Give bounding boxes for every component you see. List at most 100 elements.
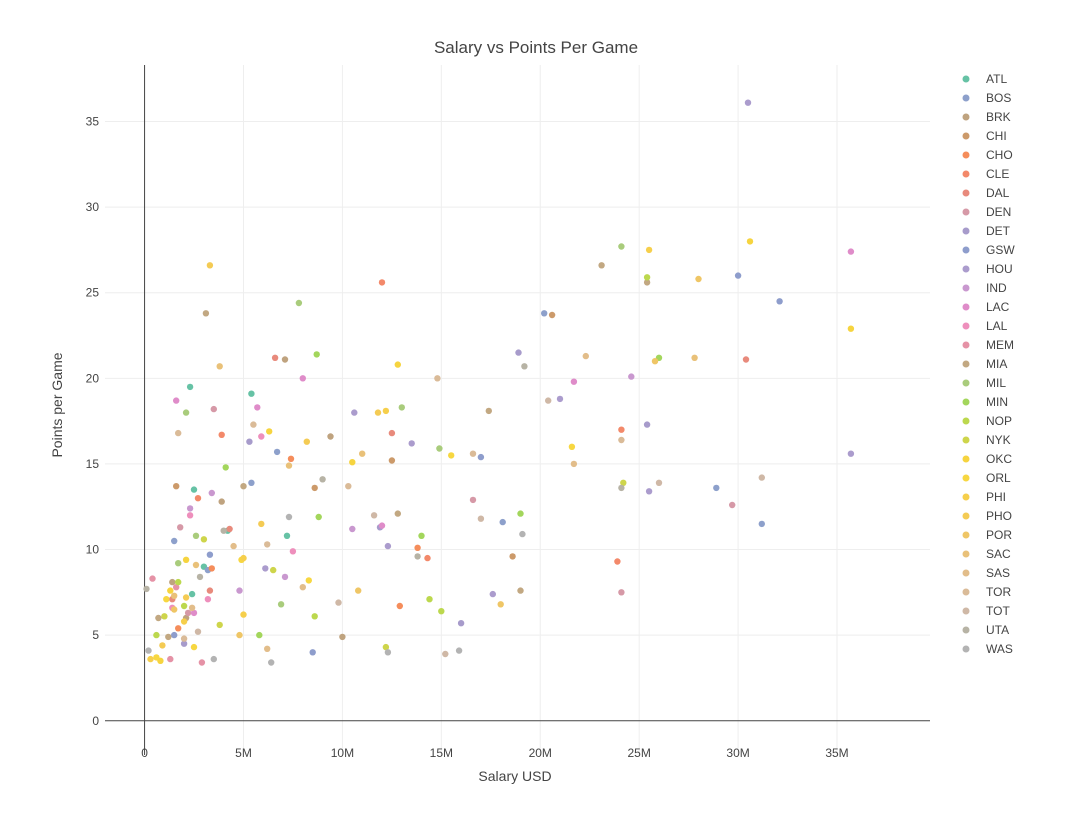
data-point [517,510,524,517]
legend-label: BRK [986,110,1011,124]
data-point [204,596,212,603]
data-point [220,527,227,534]
legend-item: DET [962,224,1011,238]
legend-item: BOS [962,91,1011,105]
legend-marker [962,132,970,140]
data-point [149,575,156,582]
series-sac [171,354,698,599]
data-point [618,436,625,444]
data-point [349,525,356,533]
data-point [303,438,310,445]
data-point [643,279,651,286]
data-point [190,486,198,493]
data-point [519,530,526,538]
legend-label: HOU [986,262,1013,276]
data-point [192,532,200,539]
data-point [165,633,172,641]
data-point [339,633,346,641]
data-point [521,363,528,370]
data-point [175,625,182,632]
data-point [548,311,556,319]
series-por [171,275,702,639]
data-point [171,537,178,545]
data-point [268,659,275,666]
data-point [359,450,366,457]
legend-marker [962,246,970,254]
data-point [394,510,401,517]
legend-marker [962,94,970,102]
data-point [485,407,492,415]
legend-label: PHI [986,490,1006,504]
data-point [742,356,750,363]
series-tor [175,375,625,642]
series-phi [147,246,653,663]
data-point [161,613,168,620]
data-point [345,483,352,490]
data-point [469,450,477,457]
x-axis-title: Salary USD [478,768,551,784]
series-ind [186,373,635,594]
data-point [645,488,653,495]
data-point [374,409,382,416]
data-point [173,483,180,490]
chart-title: Salary vs Points Per Game [434,38,638,57]
legend-label: BOS [986,91,1011,105]
data-point [455,647,463,654]
data-point [285,462,293,469]
data-point [847,248,855,255]
y-tick-label: 20 [86,371,100,385]
legend-item: LAC [962,300,1010,314]
data-point [159,642,166,649]
data-point [442,650,449,658]
data-point [398,404,405,411]
data-point [208,565,215,572]
data-point [210,405,217,413]
x-tick-label: 30M [726,746,749,760]
legend-item: UTA [962,623,1009,637]
data-point [262,565,269,572]
data-point [190,643,198,651]
data-point [264,541,271,548]
data-point [188,604,196,611]
legend-marker [962,379,970,387]
data-point [194,495,202,502]
legend-item: MEM [962,338,1014,352]
legend-item: POR [962,528,1012,542]
data-point [264,645,271,652]
legend-item: WAS [962,642,1013,656]
data-point [169,578,176,586]
data-point [240,611,247,618]
data-point [311,613,318,620]
data-point [254,404,261,411]
legend-item: NYK [962,433,1011,447]
legend-marker [962,189,970,197]
data-point [691,354,698,361]
data-point [568,443,576,450]
data-point [299,375,306,382]
data-point [620,479,627,486]
legend-label: CLE [986,167,1009,181]
data-point [396,602,403,610]
data-point [182,409,190,416]
data-point [145,647,152,654]
data-point [384,649,392,656]
legend-marker [962,493,970,501]
data-point [196,573,204,581]
legend-label: MIL [986,376,1006,390]
legend-marker [962,170,970,178]
series-mia [155,262,651,641]
series-cho [175,455,421,632]
data-point [175,578,182,586]
legend-marker [962,113,970,121]
legend-label: LAL [986,319,1008,333]
series-was [145,513,526,666]
data-point [414,544,421,551]
data-point [246,438,253,445]
data-point [618,484,625,492]
y-tick-label: 10 [86,543,100,557]
data-point [351,409,358,416]
y-tick-label: 5 [92,628,99,642]
data-point [258,433,265,440]
data-point [847,325,855,332]
data-point [305,577,312,584]
